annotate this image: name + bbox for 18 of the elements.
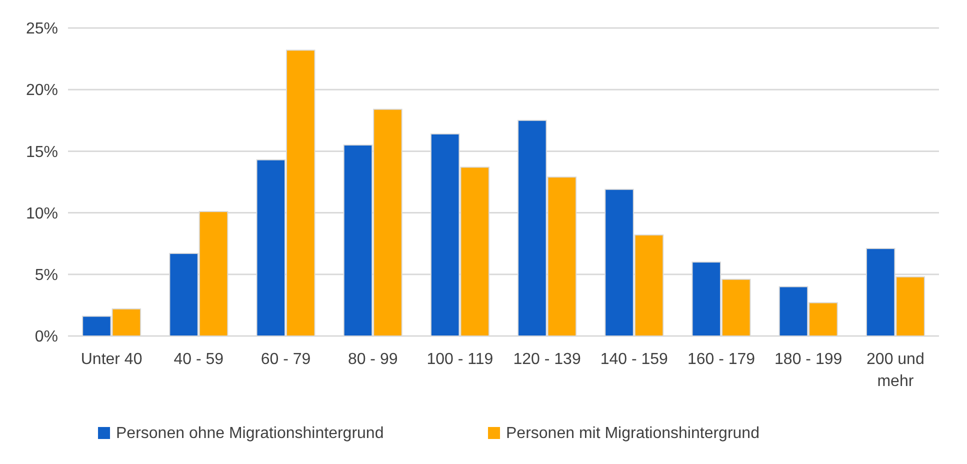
y-tick-label: 15%: [26, 144, 58, 161]
x-tick-label: 140 - 159: [600, 351, 668, 368]
x-tick-label: 180 - 199: [774, 351, 842, 368]
x-tick-label: 160 - 179: [687, 351, 756, 368]
x-tick-label: 100 - 119: [426, 351, 494, 368]
legend-label: Personen ohne Migrationshintergrund: [116, 425, 384, 442]
x-tick-label: 60 - 79: [260, 351, 311, 368]
y-tick-label: 10%: [26, 205, 58, 222]
y-tick-label: 20%: [26, 82, 58, 100]
x-tick-label: Unter 40: [80, 351, 142, 368]
y-tick-label: 5%: [34, 267, 58, 284]
x-tick-label: 40 - 59: [174, 351, 224, 368]
y-tick-label: 25%: [26, 20, 58, 38]
x-tick-label: 200 und mehr: [866, 351, 924, 390]
y-tick-label: 0%: [34, 328, 58, 346]
legend-label: Personen mit Migrationshintergrund: [506, 425, 760, 442]
x-tick-label: 120 - 139: [513, 351, 581, 368]
x-tick-label: 80 - 99: [348, 351, 398, 368]
